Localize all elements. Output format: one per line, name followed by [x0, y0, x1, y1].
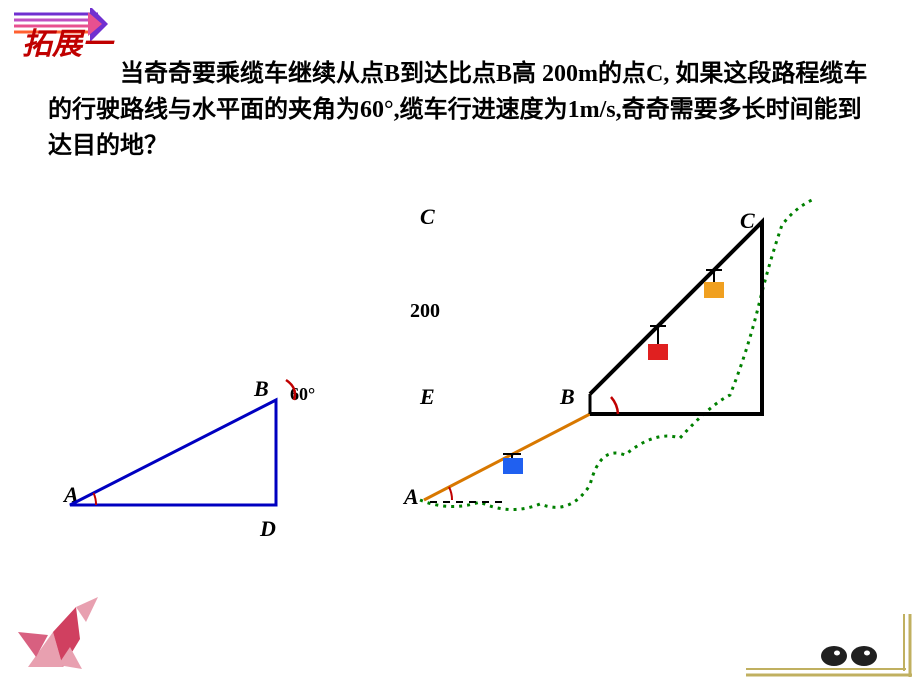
origami-crane-icon	[8, 577, 108, 682]
diagram-right	[0, 0, 920, 690]
triangle-BC	[590, 222, 762, 414]
mountain-path	[420, 200, 812, 510]
corner-ornament	[736, 611, 916, 686]
angle-arc-A-right	[449, 487, 452, 500]
angle-arc-B-right	[611, 397, 618, 414]
